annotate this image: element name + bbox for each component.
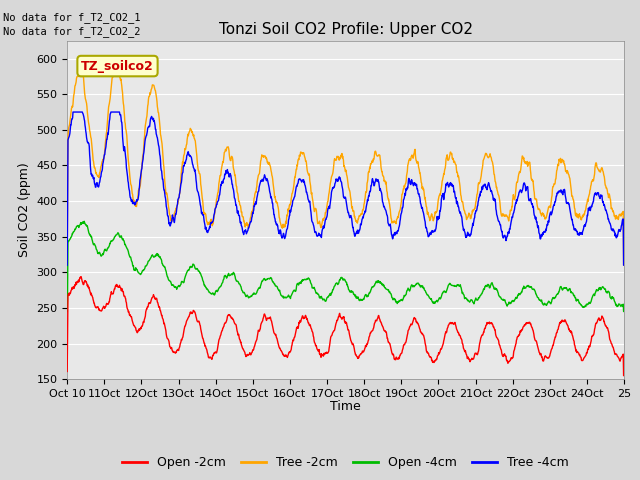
Legend: Open -2cm, Tree -2cm, Open -4cm, Tree -4cm: Open -2cm, Tree -2cm, Open -4cm, Tree -4… bbox=[118, 451, 573, 474]
Y-axis label: Soil CO2 (ppm): Soil CO2 (ppm) bbox=[18, 163, 31, 257]
Text: No data for f_T2_CO2_2: No data for f_T2_CO2_2 bbox=[3, 26, 141, 37]
Text: No data for f_T2_CO2_1: No data for f_T2_CO2_1 bbox=[3, 12, 141, 23]
Title: Tonzi Soil CO2 Profile: Upper CO2: Tonzi Soil CO2 Profile: Upper CO2 bbox=[219, 22, 472, 37]
X-axis label: Time: Time bbox=[330, 400, 361, 413]
Text: TZ_soilco2: TZ_soilco2 bbox=[81, 60, 154, 72]
